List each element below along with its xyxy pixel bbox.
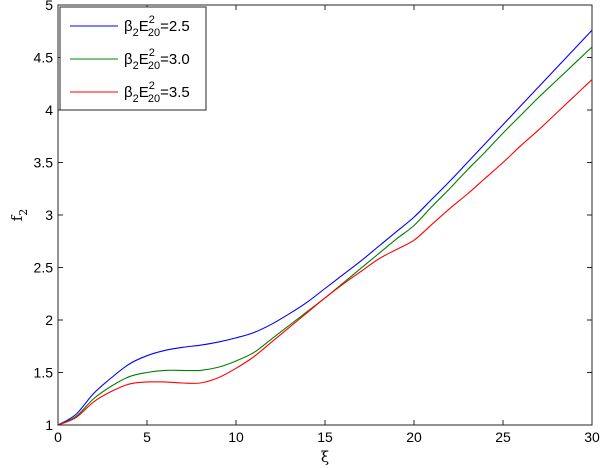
axis-ticks: 0 5 10 15 20 25 30 1 1.5 2 2.5 3 3.5 4 4.5 5 — [34, 0, 600, 445]
x-tick-label: 25 — [495, 429, 511, 445]
x-tick-label: 30 — [584, 429, 600, 445]
x-tick-label: 10 — [228, 429, 244, 445]
x-tick-label: 0 — [54, 429, 62, 445]
legend-label-1: β2E2 20=2.5 — [124, 14, 190, 39]
x-tick-label: 5 — [143, 429, 151, 445]
y-axis-label: f2 — [8, 209, 30, 222]
y-tick-label: 2.5 — [34, 260, 54, 276]
y-tick-label: 3 — [45, 207, 53, 223]
legend: β2E2 20=2.5 β2E2 20=3.0 β2E2 20=3.5 — [59, 6, 207, 111]
y-axis-label-main: f — [8, 214, 26, 221]
y-axis-label-sub: 2 — [17, 209, 30, 216]
series-line-1 — [57, 29, 593, 426]
y-tick-label: 1.5 — [34, 365, 54, 381]
y-tick-label: 3.5 — [34, 155, 54, 171]
svg-text:f2: f2 — [8, 209, 30, 222]
series-layer — [57, 29, 593, 426]
x-tick-label: 15 — [317, 429, 333, 445]
y-tick-label: 5 — [45, 0, 53, 13]
y-tick-label: 4 — [45, 102, 53, 118]
y-tick-label: 2 — [45, 312, 53, 328]
y-tick-label: 1 — [45, 417, 53, 433]
series-line-3 — [57, 79, 593, 426]
y-tick-label: 4.5 — [34, 50, 54, 66]
legend-label-2: β2E2 20=3.0 — [124, 47, 190, 72]
x-axis-label: ξ — [321, 448, 329, 466]
x-tick-label: 20 — [406, 429, 422, 445]
legend-label-3: β2E2 20=3.5 — [124, 80, 190, 105]
